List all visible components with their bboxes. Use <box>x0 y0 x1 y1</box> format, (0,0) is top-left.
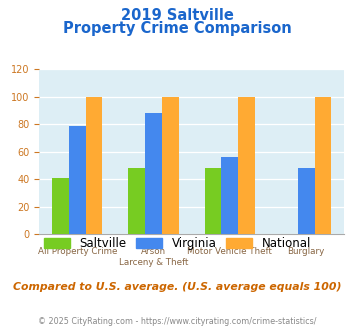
Bar <box>145 113 162 234</box>
Text: 2019 Saltville: 2019 Saltville <box>121 8 234 23</box>
Bar <box>52 178 69 234</box>
Bar <box>69 126 86 234</box>
Bar <box>86 97 102 234</box>
Text: Burglary: Burglary <box>288 248 325 256</box>
Bar <box>222 157 238 234</box>
Bar <box>298 168 315 234</box>
Bar <box>238 97 255 234</box>
Text: Compared to U.S. average. (U.S. average equals 100): Compared to U.S. average. (U.S. average … <box>13 282 342 292</box>
Text: © 2025 CityRating.com - https://www.cityrating.com/crime-statistics/: © 2025 CityRating.com - https://www.city… <box>38 317 317 326</box>
Bar <box>129 168 145 234</box>
Bar <box>315 97 331 234</box>
Bar <box>205 168 222 234</box>
Legend: Saltville, Virginia, National: Saltville, Virginia, National <box>39 232 316 255</box>
Text: All Property Crime: All Property Crime <box>38 248 117 256</box>
Bar <box>162 97 179 234</box>
Text: Property Crime Comparison: Property Crime Comparison <box>63 21 292 36</box>
Text: Arson
Larceny & Theft: Arson Larceny & Theft <box>119 248 188 267</box>
Text: Motor Vehicle Theft: Motor Vehicle Theft <box>187 248 272 256</box>
